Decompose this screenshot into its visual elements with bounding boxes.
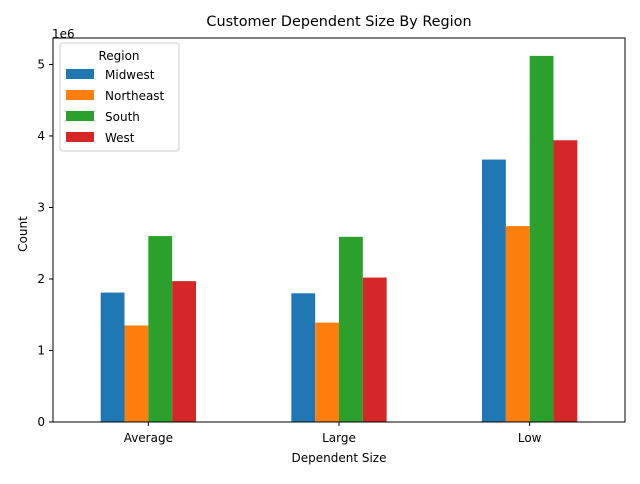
legend-swatch-northeast xyxy=(66,90,94,100)
y-tick-label: 0 xyxy=(37,415,45,429)
y-tick-label: 4 xyxy=(37,129,45,143)
x-tick-label: Low xyxy=(518,431,542,445)
bar-midwest-low xyxy=(482,159,506,422)
bar-northeast-large xyxy=(315,322,339,422)
legend-label-west: West xyxy=(105,131,135,145)
legend-label-south: South xyxy=(105,110,140,124)
bar-midwest-large xyxy=(291,293,316,422)
y-axis-label: Count xyxy=(16,216,30,252)
legend-swatch-west xyxy=(66,132,94,142)
legend-title: Region xyxy=(98,49,139,63)
legend-items: Midwest Northeast South West xyxy=(66,68,165,145)
bar-northeast-low xyxy=(505,226,530,422)
bar-west-large xyxy=(362,277,387,422)
plot-frame xyxy=(52,37,626,423)
legend-label-northeast: Northeast xyxy=(105,89,165,103)
x-tick-label: Average xyxy=(124,431,173,445)
y-scale-label: 1e6 xyxy=(52,27,75,41)
x-axis-label: Dependent Size xyxy=(292,451,387,465)
bar-south-average xyxy=(148,236,173,422)
x-tick-label: Large xyxy=(322,431,356,445)
bars-group xyxy=(100,55,578,422)
legend-swatch-south xyxy=(66,111,94,121)
legend: Region Midwest Northeast South West xyxy=(59,42,180,152)
bar-south-low xyxy=(529,55,554,422)
y-tick-label: 3 xyxy=(37,200,45,214)
bar-west-average xyxy=(172,281,196,422)
y-tick-label: 5 xyxy=(37,57,45,71)
y-tick-label: 2 xyxy=(37,272,45,286)
bar-northeast-average xyxy=(124,325,149,422)
bar-west-low xyxy=(553,140,578,422)
legend-swatch-midwest xyxy=(66,69,94,79)
bar-south-large xyxy=(339,236,363,422)
bar-midwest-average xyxy=(100,292,125,422)
y-ticks-group: 0 1 2 3 4 5 xyxy=(37,57,53,429)
chart-title: Customer Dependent Size By Region xyxy=(206,14,471,30)
x-ticks-group: Average Large Low xyxy=(124,422,542,445)
y-tick-label: 1 xyxy=(37,343,45,357)
legend-label-midwest: Midwest xyxy=(105,68,155,82)
